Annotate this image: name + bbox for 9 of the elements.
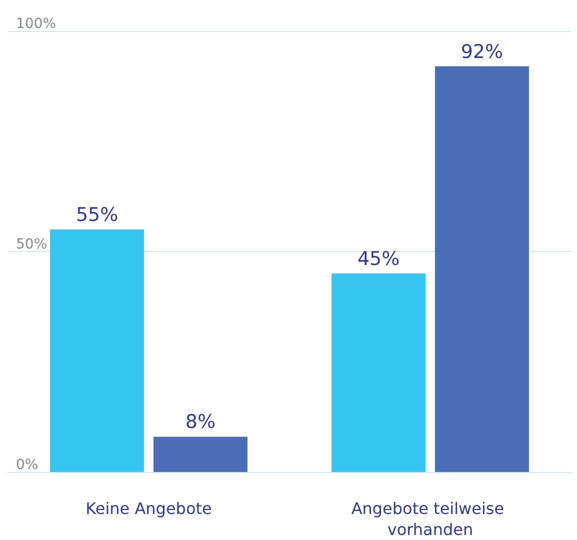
data-label: 45% [357,248,400,270]
data-label: 8% [185,411,216,434]
x-tick-label: Angebote teilweise vorhanden [351,499,510,539]
y-tick-label: 0% [16,457,38,473]
y-tick-label: 100% [16,16,56,32]
data-label: 55% [76,204,118,226]
x-tick-label: Keine Angebote [86,499,212,518]
y-tick-label: 50% [16,236,48,252]
data-label: 92% [460,40,504,63]
